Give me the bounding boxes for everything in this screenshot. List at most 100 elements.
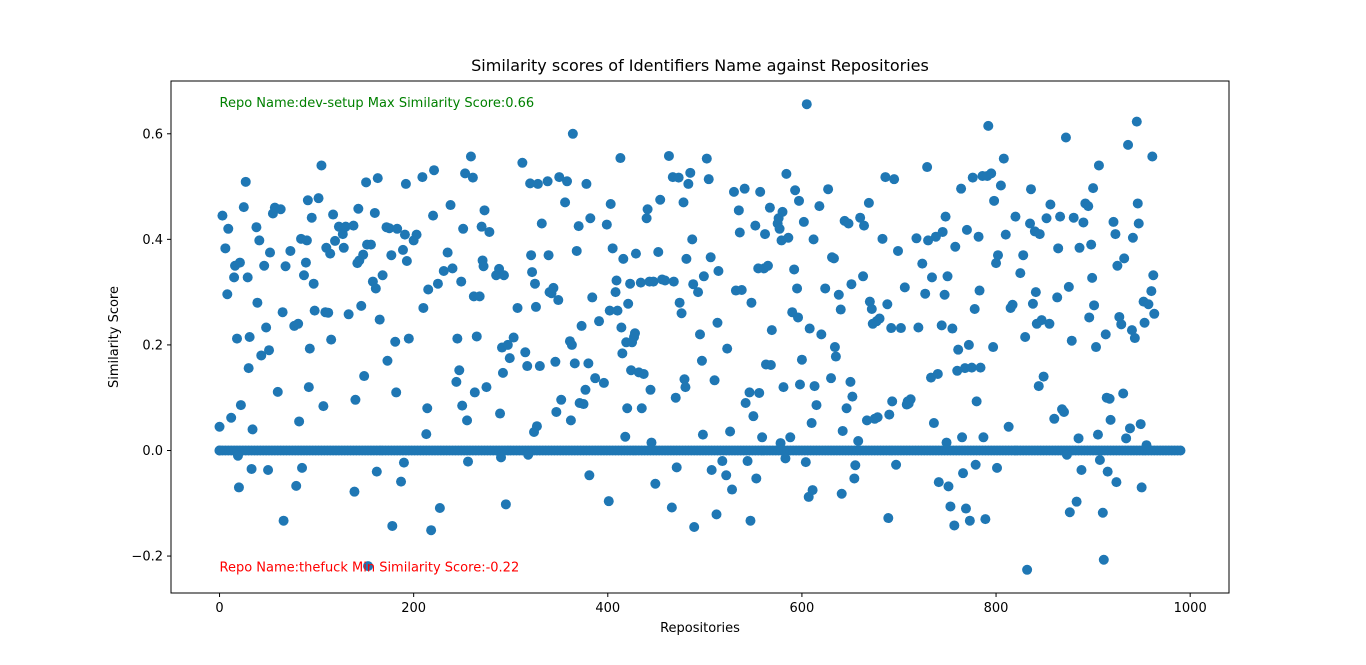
data-point — [1112, 260, 1123, 271]
data-point — [956, 183, 967, 194]
data-point — [1022, 564, 1033, 575]
data-point — [887, 396, 898, 407]
data-point — [746, 297, 757, 308]
data-point — [740, 397, 751, 408]
data-point — [1105, 414, 1116, 425]
data-point — [685, 167, 696, 178]
data-point — [554, 172, 565, 183]
data-point — [1074, 242, 1085, 253]
min-annotation: Repo Name:thefuck Min Similarity Score:-… — [220, 561, 520, 576]
data-point — [377, 270, 388, 281]
data-point — [843, 218, 854, 229]
y-axis-label: Similarity Score — [107, 286, 122, 388]
data-point — [620, 431, 631, 442]
data-point — [372, 173, 383, 184]
data-point — [928, 418, 939, 429]
data-point — [438, 266, 449, 277]
data-point — [369, 207, 380, 218]
data-point — [913, 322, 924, 333]
data-point — [242, 272, 253, 283]
data-point — [830, 351, 841, 362]
data-point — [1139, 317, 1150, 328]
data-point — [725, 426, 736, 437]
data-point — [721, 470, 732, 481]
data-point — [847, 391, 858, 402]
data-point — [504, 353, 515, 364]
y-tick-label: 0.6 — [142, 127, 163, 142]
data-point — [1020, 332, 1031, 342]
data-point — [293, 318, 304, 329]
data-point — [1063, 281, 1074, 292]
data-point — [953, 344, 964, 355]
data-point — [970, 459, 981, 470]
data-point — [933, 477, 944, 488]
plot-frame — [170, 80, 1230, 594]
data-point — [642, 204, 653, 215]
data-point — [866, 304, 877, 315]
data-point — [781, 168, 792, 179]
data-point — [244, 332, 255, 342]
data-point — [542, 176, 553, 187]
data-point — [382, 355, 393, 366]
data-point — [277, 307, 288, 318]
data-point — [820, 283, 831, 294]
data-point — [808, 234, 819, 245]
data-point — [497, 367, 508, 378]
data-point — [272, 386, 283, 397]
data-point — [653, 247, 664, 258]
data-point — [973, 231, 984, 242]
data-point — [645, 384, 656, 395]
data-point — [301, 235, 312, 246]
data-point — [943, 481, 954, 492]
x-tick-label: 200 — [401, 601, 426, 616]
x-tick-label: 1000 — [1174, 601, 1207, 616]
data-point — [971, 396, 982, 407]
data-point — [1030, 287, 1041, 298]
data-point — [845, 376, 856, 387]
data-point — [785, 432, 796, 443]
data-point — [1003, 421, 1014, 432]
data-point — [384, 223, 395, 234]
data-point — [264, 345, 275, 356]
data-point — [252, 297, 263, 308]
data-point — [849, 473, 860, 484]
data-point — [1097, 507, 1108, 518]
data-point — [917, 258, 928, 269]
data-point — [316, 160, 327, 171]
data-point — [1064, 507, 1075, 518]
data-point — [760, 229, 771, 240]
data-point — [254, 235, 265, 246]
data-point — [294, 416, 305, 427]
data-point — [883, 513, 894, 524]
data-point — [390, 336, 401, 347]
data-point — [246, 463, 257, 474]
data-point — [350, 394, 361, 405]
data-point — [523, 449, 534, 460]
data-point — [556, 394, 567, 405]
data-point — [668, 276, 679, 287]
data-point — [722, 343, 733, 354]
data-point — [949, 520, 960, 531]
data-point — [217, 210, 228, 221]
data-point — [233, 482, 244, 493]
data-point — [590, 373, 601, 384]
data-point — [330, 235, 341, 246]
data-point — [306, 212, 317, 223]
data-point — [958, 468, 969, 479]
data-point — [884, 409, 895, 420]
data-point — [751, 473, 762, 484]
data-point — [223, 223, 234, 234]
data-point — [365, 239, 376, 250]
data-point — [678, 197, 689, 208]
data-point-zero — [1175, 445, 1186, 456]
data-point — [1087, 272, 1098, 283]
data-point — [604, 305, 615, 316]
data-point — [837, 425, 848, 436]
data-point — [957, 432, 968, 443]
data-point — [826, 373, 837, 384]
data-point — [229, 272, 240, 283]
data-point — [646, 437, 657, 448]
data-point — [512, 302, 523, 313]
data-point — [974, 285, 985, 296]
data-point — [648, 276, 659, 287]
